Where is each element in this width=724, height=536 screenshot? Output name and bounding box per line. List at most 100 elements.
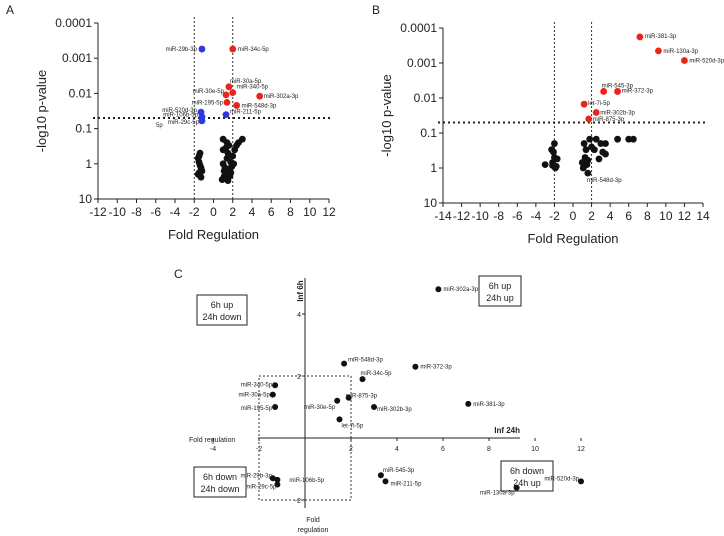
point-label: miR-875-3p <box>346 394 378 400</box>
data-point-mir-520d-3p <box>578 478 584 485</box>
data-point-let-7i-5p <box>580 100 588 108</box>
data-point <box>578 159 586 166</box>
data-point <box>629 135 637 143</box>
data-point-mir-381-3p <box>636 33 644 41</box>
point-label: miR-548d-3p <box>587 178 622 184</box>
data-point <box>195 169 203 177</box>
x-tick-label: -8 <box>131 205 142 219</box>
y-tick-label: 0.001 <box>62 51 92 65</box>
data-point-mir-34c-5p <box>229 45 237 53</box>
point-label: miR-34c-5p <box>361 371 393 377</box>
data-point-mir-30e-5p <box>334 397 341 404</box>
data-point-mir-30a-5p <box>225 83 233 91</box>
quadrant-box-bottom-left <box>193 466 247 498</box>
data-point-mir-30a-5p <box>269 391 276 398</box>
data-point-mir-875-3p <box>585 115 593 123</box>
data-point-mir-302a-3p <box>256 92 264 100</box>
data-point <box>551 140 558 147</box>
data-point <box>235 139 242 147</box>
y-axis-title: -log10 p-value <box>379 74 394 156</box>
quadrant-box-top-left-line2: 24h down <box>202 312 241 322</box>
quadrant-box-top-left <box>196 294 248 326</box>
y-tick-label: 4 <box>297 312 301 319</box>
data-point-mir-211-5p <box>382 478 389 485</box>
y-tick-label: 1 <box>430 161 437 175</box>
point-label: miR-302b-3p <box>377 407 412 413</box>
x-tick-label: 6 <box>625 209 632 223</box>
point-label: miR-520d-3p <box>162 108 197 114</box>
y-tick-label: 1 <box>85 157 92 171</box>
point-label: miR-875-3p <box>593 117 625 123</box>
data-point-mir-340-5p <box>229 89 237 97</box>
data-point-mir-875-3p <box>345 394 352 401</box>
point-label: miR-302b-3p <box>600 111 635 117</box>
data-point-mir-302a-3p <box>435 286 442 293</box>
y-tick-label: 10 <box>424 196 438 210</box>
x-tick-label: -10 <box>109 205 127 219</box>
panel-label-a: A <box>6 3 14 17</box>
y-tick-label: 0.001 <box>407 56 437 70</box>
data-point <box>586 135 594 143</box>
x-tick-label: -4 <box>210 446 216 453</box>
x-tick-label: 4 <box>607 209 614 223</box>
point-label: miR-548d-3p <box>242 103 277 109</box>
data-point-mir-372-3p <box>412 363 419 370</box>
point-label: miR-520d-3p <box>689 59 724 65</box>
x-tick-label: 8 <box>487 446 491 453</box>
point-label-fragment: 5p <box>156 123 163 129</box>
data-point-mir-548d-3p <box>233 102 241 109</box>
point-label: miR-548d-3p <box>348 358 383 364</box>
point-label: miR-340-5p <box>241 382 273 388</box>
data-point <box>614 135 621 143</box>
y-tick-label: 0.1 <box>420 126 437 140</box>
data-point <box>602 140 609 147</box>
y-tick-label: 0.0001 <box>55 16 92 30</box>
point-label: miR-29b-3p <box>240 473 272 479</box>
data-point-mir-29c-5p <box>198 117 206 125</box>
x-tick-label: 0 <box>210 205 217 219</box>
point-label: miR-34c-5p <box>238 47 270 53</box>
data-point <box>592 135 600 143</box>
x-tick-label: 12 <box>678 209 692 223</box>
y-tick-label: 2 <box>297 374 301 381</box>
x-tick-label: 6 <box>441 446 445 453</box>
point-label: miR-195-5p <box>241 406 273 412</box>
point-label: miR-545-3p <box>383 468 415 474</box>
y-axis-title: -log10 p-value <box>34 70 49 152</box>
data-point <box>595 155 603 163</box>
data-point-mir-381-3p <box>465 400 472 407</box>
data-point-mir-195-5p <box>272 404 279 410</box>
panel-label-b: B <box>372 3 380 17</box>
x-tick-label: 0 <box>570 209 577 223</box>
data-point <box>553 155 561 163</box>
quadrant-box-top-right-line2: 24h up <box>486 293 514 303</box>
point-label: miR-29c-5p <box>168 120 200 126</box>
data-point-mir-545-3p <box>600 88 608 95</box>
point-label: miR-30a-5p <box>238 393 270 399</box>
data-point-mir-520d-3p <box>681 57 688 64</box>
data-point-mir-106b-5p <box>274 476 281 483</box>
point-label: miR-381-3p <box>645 34 677 40</box>
quadrant-box-bottom-left-line1: 6h down <box>203 472 237 482</box>
x-tick-label: -12 <box>89 205 107 219</box>
point-label: miR-106b-5p <box>163 113 198 119</box>
point-label: miR-340-5p <box>237 85 269 91</box>
x-tick-label: -6 <box>150 205 161 219</box>
data-point-mir-34c-5p <box>359 376 366 383</box>
data-point-mir-302b-3p <box>371 404 377 410</box>
quadrant-box-bottom-right <box>500 460 554 492</box>
x-tick-label: 4 <box>249 205 256 219</box>
data-point <box>223 139 231 147</box>
point-label: miR-211-5p <box>230 110 262 116</box>
data-point-mir-130a-3p <box>655 47 662 55</box>
data-point-mir-29b-3p <box>269 475 276 482</box>
threshold-box <box>258 375 352 501</box>
point-label: miR-30e-5p <box>304 405 336 411</box>
quadrant-box-bottom-right-line1: 6h down <box>510 466 544 476</box>
quadrant-box-top-right <box>478 275 522 307</box>
y-axis-side-label: Fold <box>306 517 320 524</box>
x-tick-label: 2 <box>588 209 595 223</box>
point-label: miR-520d-3p <box>544 476 579 482</box>
